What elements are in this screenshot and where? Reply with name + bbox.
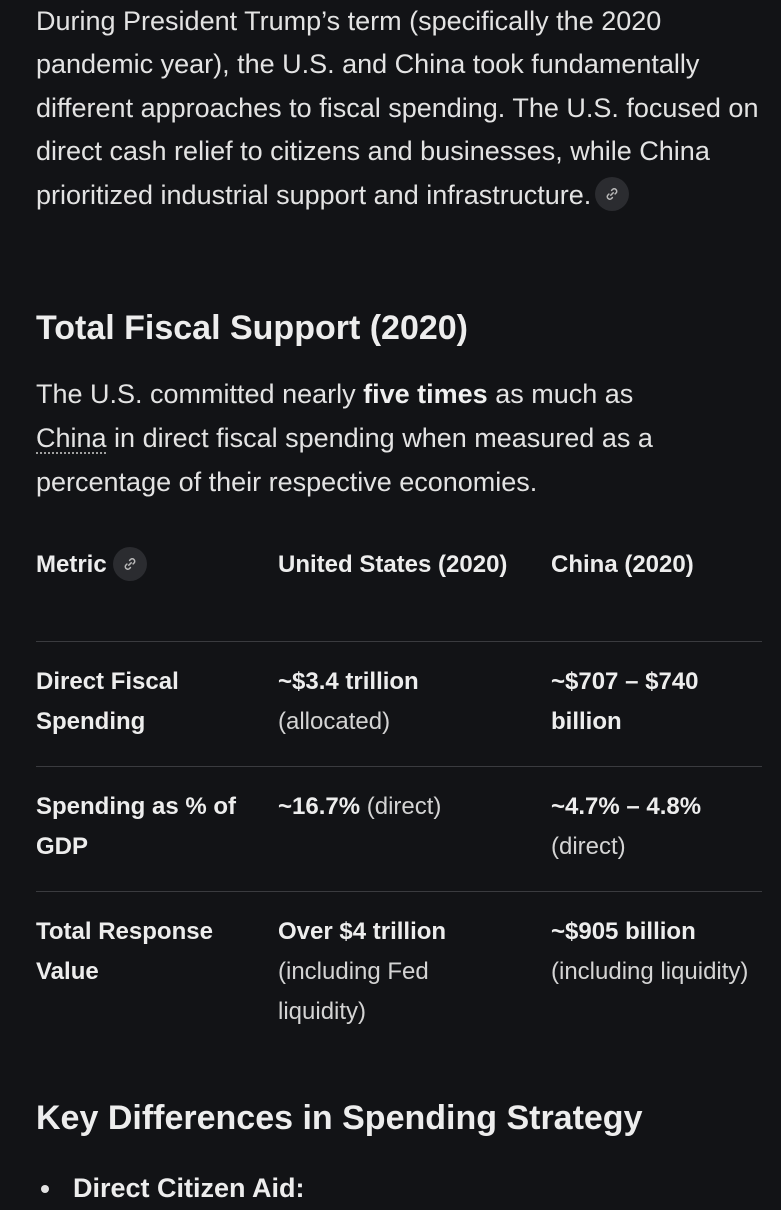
header-metric-label: Metric [36,551,107,578]
us-note: (direct) [360,793,442,820]
intro-text: During President Trump’s term (specifica… [36,5,759,210]
source-link-chip[interactable] [595,176,630,211]
table-row: Spending as % of GDP ~16.7% (direct) ~4.… [36,766,762,891]
comparison-table: Metric United States (2020) China (2020)… [36,545,762,1032]
us-value: Over $4 trillion [278,918,447,945]
china-value: ~4.7% – 4.8% [551,793,702,820]
response-content: During President Trump’s term (specifica… [36,0,762,1203]
header-china: China (2020) [551,551,694,578]
list-item: Direct Citizen Aid: [36,1166,305,1210]
table-row: Direct Fiscal Spending ~$3.4 trillion (al… [36,641,762,766]
summary-emphasis: five times [363,379,488,409]
header-united-states: United States (2020) [278,551,508,578]
us-value: ~$3.4 trillion [278,668,419,695]
table-source-link-chip[interactable] [112,546,147,581]
us-note: (including Fed liquidity) [278,958,429,1025]
us-note: (allocated) [278,708,391,735]
header-metric: Metric [36,545,236,585]
us-value-cell: Over $4 trillion (including Fed liquidity… [278,912,518,1032]
summary-text-2: as much as [487,379,634,409]
bullet-icon [41,1185,49,1193]
link-icon [606,187,618,200]
china-value: ~$707 – $740 billion [551,668,699,735]
summary-text-3: in direct fiscal spending when measured … [36,423,653,497]
metric-cell: Spending as % of GDP [36,793,237,860]
section-heading-key-differences: Key Differences in Spending Strategy [36,1099,643,1137]
key-differences-list: Direct Citizen Aid: [36,1166,305,1210]
list-item-label: Direct Citizen Aid: [73,1173,305,1203]
summary-paragraph: The U.S. committed nearly five times as … [36,372,762,504]
us-value-cell: ~16.7% (direct) [278,787,518,827]
china-value-cell: ~$707 – $740 billion [551,662,762,742]
china-definition-link[interactable]: China [36,423,107,453]
metric-cell: Direct Fiscal Spending [36,668,179,735]
table-row: Total Response Value Over $4 trillion (in… [36,891,762,1032]
us-value: ~16.7% [278,793,361,820]
china-value-cell: ~4.7% – 4.8% (direct) [551,787,762,867]
summary-text-1: The U.S. committed nearly [36,379,364,409]
china-note: (direct) [551,833,626,860]
table-header-row: Metric United States (2020) China (2020) [36,545,762,641]
metric-cell: Total Response Value [36,918,213,985]
us-value-cell: ~$3.4 trillion (allocated) [278,662,518,742]
intro-paragraph: During President Trump’s term (specifica… [36,0,762,217]
link-icon [124,557,136,570]
china-note: (including liquidity) [551,958,749,985]
china-value-cell: ~$905 billion (including liquidity) [551,912,762,992]
china-value: ~$905 billion [551,918,696,945]
section-heading-total-fiscal: Total Fiscal Support (2020) [36,309,469,347]
